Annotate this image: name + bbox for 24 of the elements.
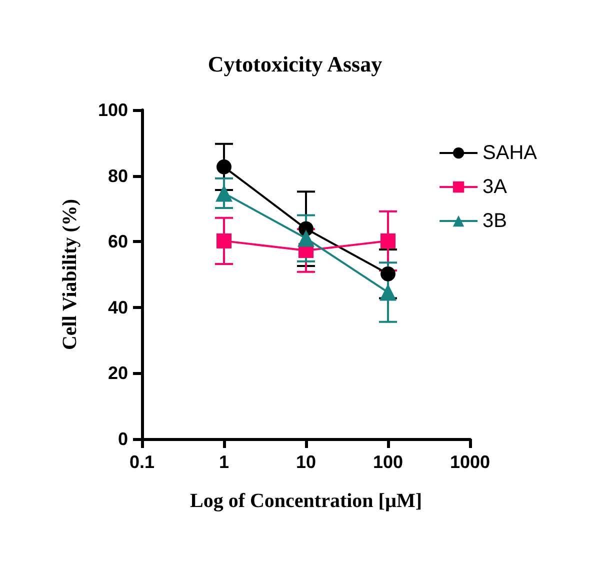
y-tick-label: 100	[98, 100, 128, 120]
y-tick-label: 40	[108, 297, 128, 318]
point	[216, 184, 232, 202]
point	[380, 266, 396, 282]
legend-label: 3B	[482, 210, 508, 232]
x-axis-title: Log of Concentration [µM]	[190, 490, 422, 512]
point	[380, 233, 396, 248]
x-tick-label: 1000	[450, 452, 490, 472]
y-tick-label: 80	[108, 166, 128, 186]
x-tick-label: 10	[296, 452, 316, 472]
y-tick-label: 20	[108, 363, 128, 384]
legend-label: 3A	[482, 176, 508, 198]
chart-title: Cytotoxicity Assay	[208, 52, 382, 76]
x-tick-label: 1	[218, 452, 230, 472]
y-tick-label: 60	[108, 232, 128, 252]
x-tick-label: 100	[372, 452, 404, 472]
point	[380, 284, 396, 301]
point	[216, 159, 232, 174]
y-tick-label: 0	[118, 429, 128, 449]
point	[216, 233, 232, 248]
point	[298, 230, 314, 247]
x-tick-label: 0.1	[129, 452, 155, 472]
legend-label: SAHA	[482, 142, 538, 164]
y-axis-title: Cell Viability (%)	[59, 198, 81, 350]
